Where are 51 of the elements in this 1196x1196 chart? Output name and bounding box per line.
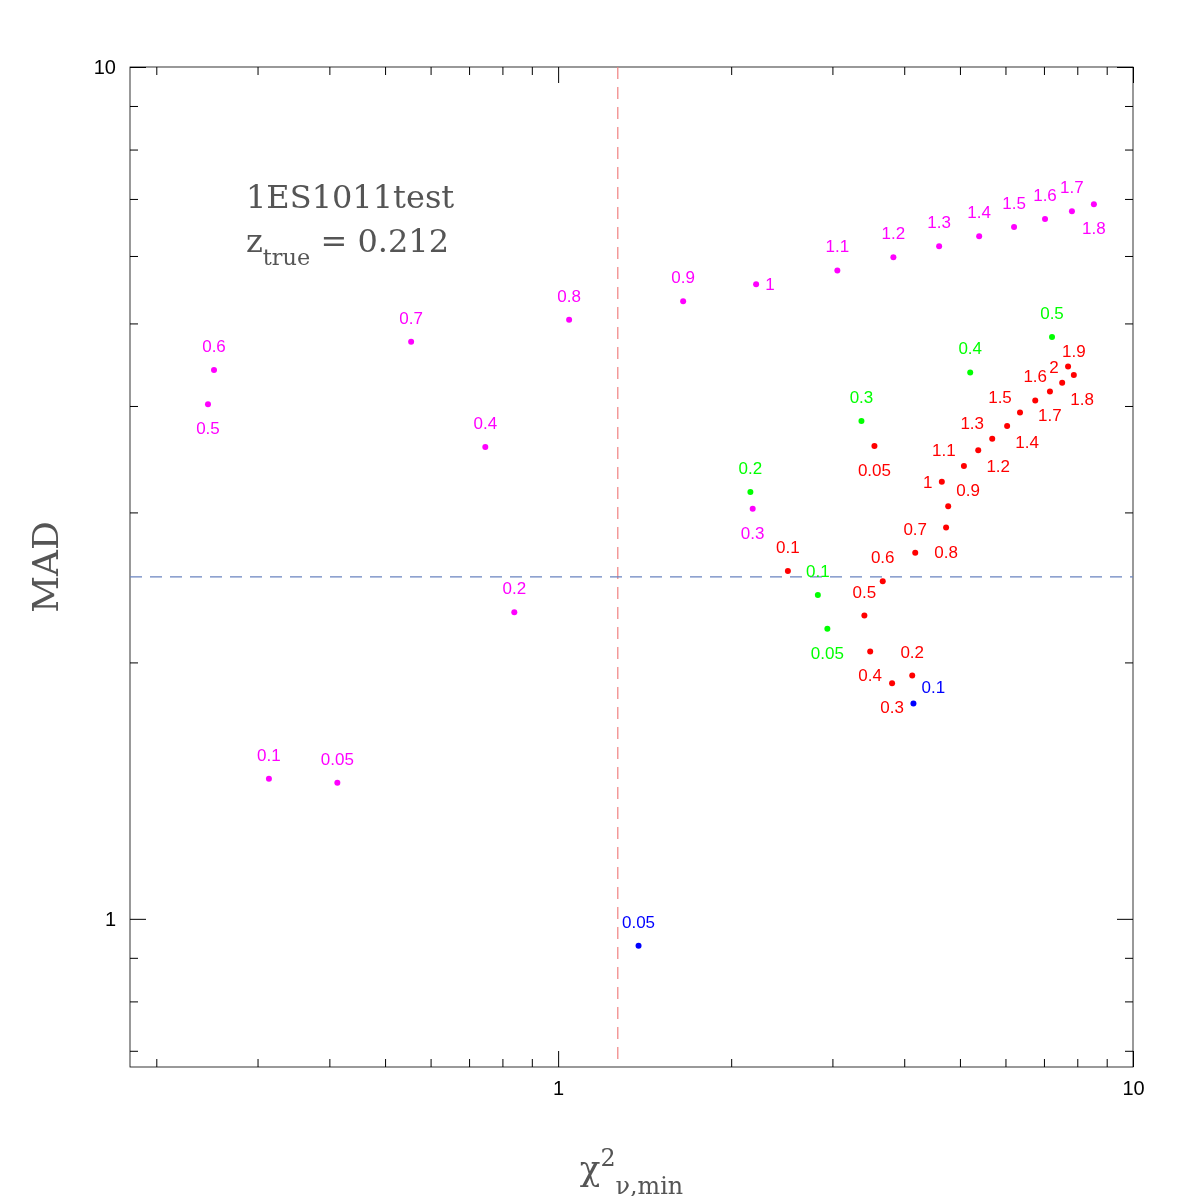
annotation: 0.3 xyxy=(740,523,765,543)
annotation: 0.5 xyxy=(196,419,220,439)
annotation: 0.6 xyxy=(870,548,895,568)
annotation: 1.2 xyxy=(986,457,1011,477)
annotation: 1.3 xyxy=(927,213,951,233)
annotation: 0.7 xyxy=(399,308,423,328)
annotation: 0.9 xyxy=(956,481,981,501)
annotation: 1.3 xyxy=(960,413,985,433)
annotation: 1.6 xyxy=(1023,367,1048,387)
annotation: 1.7 xyxy=(1060,178,1084,198)
annotation: 1.7 xyxy=(1038,406,1062,426)
annotation: 1.5 xyxy=(988,387,1012,407)
annotation: 1.9 xyxy=(1062,341,1086,361)
annotation: 0.1 xyxy=(776,538,800,558)
annotation: 0.4 xyxy=(473,414,498,434)
annotation: 0.2 xyxy=(738,459,763,479)
annotation: 1.8 xyxy=(1070,389,1094,409)
annotation: 0.1 xyxy=(921,678,946,698)
annotation: 0.3 xyxy=(849,388,874,408)
annotation: 0.2 xyxy=(900,642,925,662)
annotation: 1.6 xyxy=(1033,186,1057,206)
annotation: 0.05 xyxy=(857,460,891,480)
annotation: 0.5 xyxy=(852,582,877,602)
annotation: 1 xyxy=(765,275,775,295)
annotation: 1.1 xyxy=(932,441,956,461)
annotation: 0.8 xyxy=(557,286,581,306)
annotation: 0.7 xyxy=(903,519,928,539)
y-axis-title: MAD xyxy=(25,521,66,613)
annotation: 0.1 xyxy=(806,561,830,581)
annotation: 0.1 xyxy=(257,745,281,765)
annotation: 1.4 xyxy=(1015,432,1039,452)
annotation: 1.4 xyxy=(967,203,991,223)
annotation: 0.2 xyxy=(502,579,527,599)
annotation: 0.9 xyxy=(671,268,695,288)
annotation: 1.8 xyxy=(1082,219,1106,239)
annotation: 0.4 xyxy=(958,339,983,359)
annotation: 1.2 xyxy=(881,224,906,244)
annotation: 0.5 xyxy=(1040,303,1064,323)
annotation: 1.5 xyxy=(1002,193,1026,213)
annotation: 0.8 xyxy=(934,542,958,562)
annotation: 0.05 xyxy=(621,912,656,932)
annotation: 2 xyxy=(1049,357,1059,377)
annotation: 1 xyxy=(923,472,933,492)
annotation: 0.05 xyxy=(810,643,844,663)
annotation: 1.1 xyxy=(825,237,850,257)
annotation: 0.3 xyxy=(880,698,904,718)
annotation: 1ES1011test xyxy=(246,178,455,216)
annotation: z$_{true}$ = 0.212 xyxy=(246,222,449,270)
annotation: 0.6 xyxy=(202,336,226,356)
annotation: 0.05 xyxy=(320,749,354,769)
annotation: 0.4 xyxy=(858,666,882,686)
